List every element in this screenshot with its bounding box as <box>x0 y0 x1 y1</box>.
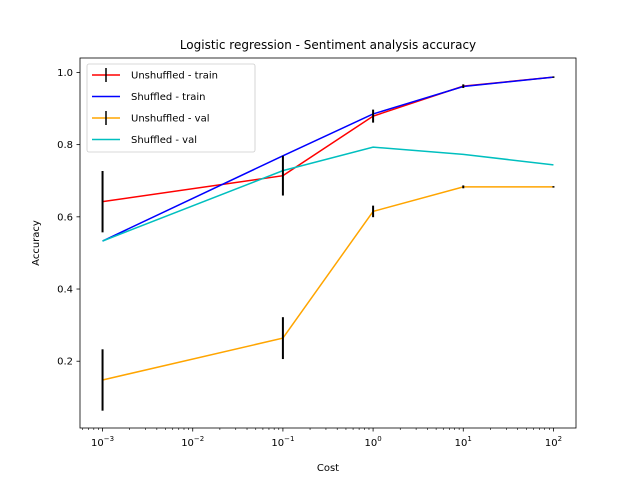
legend: Unshuffled - train Shuffled - train Unshuf… <box>86 63 256 153</box>
x-tick-label: 100 <box>364 435 381 449</box>
legend-entry-1: Shuffled - train <box>92 92 205 103</box>
y-axis: 0.2 0.4 0.6 0.8 1.0 <box>57 68 80 368</box>
legend-label-3: Shuffled - val <box>131 135 197 146</box>
y-tick-label: 0.6 <box>57 212 73 223</box>
y-axis-label: Accuracy <box>31 220 42 266</box>
series-line-3 <box>102 146 554 242</box>
x-axis-label: Cost <box>317 463 339 474</box>
legend-label-1: Shuffled - train <box>131 92 205 103</box>
legend-entry-3: Shuffled - val <box>92 135 197 146</box>
y-tick-label: 0.2 <box>57 357 73 368</box>
legend-entry-2: Unshuffled - val <box>92 111 210 125</box>
x-tick-label: 10−2 <box>181 435 204 449</box>
y-tick-label: 0.8 <box>57 140 73 151</box>
legend-box <box>86 63 256 153</box>
y-tick-label: 1.0 <box>57 68 73 79</box>
legend-entry-0: Unshuffled - train <box>92 68 218 82</box>
y-tick-label: 0.4 <box>57 285 73 296</box>
axes-frame <box>79 57 577 429</box>
x-axis: 10−3 10−2 10−1 100 101 102 <box>82 428 562 449</box>
chart-title: Logistic regression - Sentiment analysis… <box>180 38 476 52</box>
series-line-2 <box>102 186 554 381</box>
x-tick-label: 10−1 <box>271 435 294 449</box>
x-tick-label: 102 <box>545 435 562 449</box>
legend-label-0: Unshuffled - train <box>131 71 218 82</box>
plot-area <box>101 76 555 411</box>
x-tick-label: 101 <box>455 435 472 449</box>
legend-label-2: Unshuffled - val <box>131 114 210 125</box>
x-tick-label: 10−3 <box>91 435 114 449</box>
